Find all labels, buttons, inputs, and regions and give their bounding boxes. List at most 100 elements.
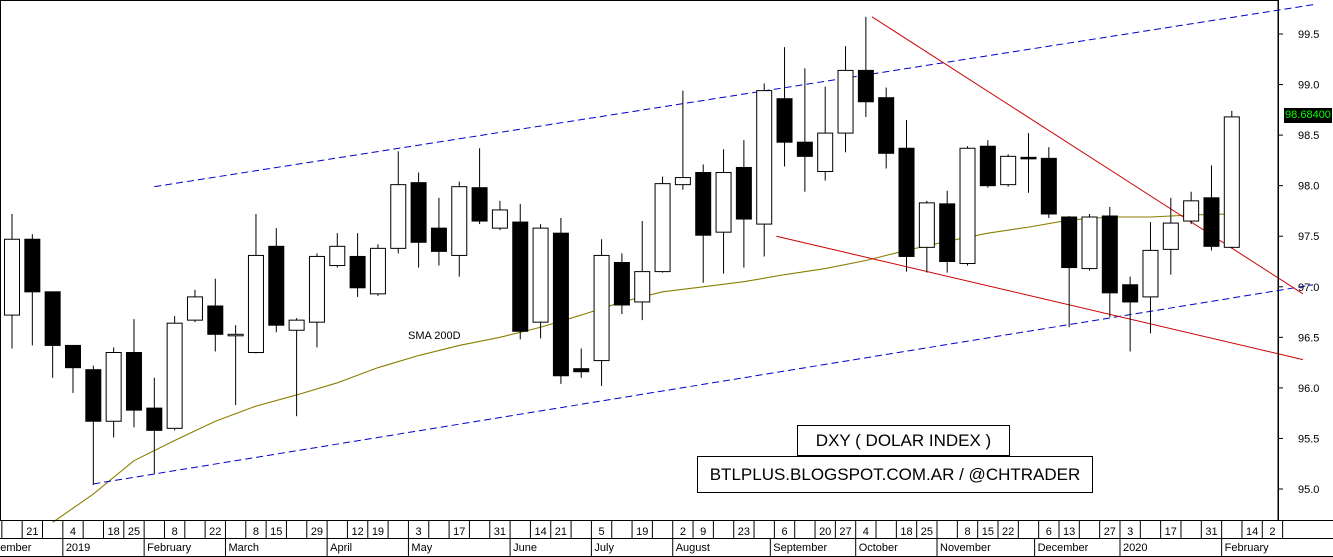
x-day-label: 21: [26, 526, 38, 538]
x-month-label: April: [330, 542, 352, 554]
candle: [288, 318, 305, 417]
x-day-label: 18: [900, 526, 912, 538]
candle: [857, 16, 874, 117]
candle: [146, 377, 163, 474]
candle: [817, 86, 834, 181]
x-day-label: 29: [311, 526, 323, 538]
x-day-label: 3: [1127, 526, 1133, 538]
candle: [1162, 197, 1179, 275]
x-month-label: July: [594, 542, 614, 554]
x-day-label: 21: [555, 526, 567, 538]
candle: [695, 164, 712, 283]
candle-body: [1000, 155, 1017, 186]
candle-body: [288, 319, 305, 331]
candle-body: [329, 245, 346, 267]
candle-body: [817, 132, 834, 173]
x-day-label: 20: [819, 526, 831, 538]
x-day-label: 14: [534, 526, 546, 538]
x-month-label: March: [228, 542, 259, 554]
x-month-label: February: [1225, 542, 1270, 554]
candle: [125, 319, 142, 428]
x-day-label: 22: [209, 526, 221, 538]
candle: [268, 228, 285, 333]
y-tick-label: 95.5: [1298, 433, 1319, 445]
x-month-label: September: [773, 542, 827, 554]
x-month-label: February: [147, 542, 192, 554]
x-day-label: 17: [1165, 526, 1177, 538]
candle-body: [756, 90, 773, 225]
candle: [451, 181, 468, 277]
candle-body: [654, 183, 671, 273]
candle: [654, 176, 671, 273]
candle-body: [898, 147, 915, 257]
candle-body: [512, 221, 529, 332]
candle-body: [1162, 222, 1179, 250]
candle: [1122, 276, 1139, 352]
candle: [491, 200, 508, 231]
candle-body: [24, 238, 41, 293]
candle-body: [1061, 216, 1078, 269]
candle-body: [1142, 249, 1159, 298]
candle-body: [227, 333, 244, 337]
candle-body: [613, 262, 630, 306]
candle: [837, 46, 854, 153]
candle: [1061, 216, 1078, 328]
x-day-label: 15: [982, 526, 994, 538]
x-day-label: 4: [70, 526, 76, 538]
candle-body: [776, 98, 793, 143]
candle-body: [207, 305, 224, 335]
candle-body: [1040, 157, 1057, 215]
candle: [756, 83, 773, 257]
x-day-label: 15: [270, 526, 282, 538]
candle: [512, 203, 529, 340]
candle: [349, 233, 366, 297]
trendline: [93, 284, 1314, 485]
candle-body: [430, 227, 447, 252]
candle: [24, 234, 41, 346]
candle-body: [247, 254, 264, 353]
candle-body: [857, 69, 874, 103]
x-day-label: 6: [1046, 526, 1052, 538]
candle: [634, 221, 651, 321]
x-day-label: 31: [1205, 526, 1217, 538]
sma-200d-label: SMA 200D: [408, 330, 461, 342]
candle: [207, 278, 224, 352]
x-day-label: 22: [1002, 526, 1014, 538]
candle-body: [532, 227, 549, 323]
candle-body: [695, 172, 712, 236]
x-axis: 21 4 18 25 8 22 8 15 29 12 19 3 17 31 14 21 5 19 2 9 23 6 20 27…: [0, 520, 1333, 557]
x-month-label: December: [1038, 542, 1089, 554]
candle: [430, 197, 447, 266]
x-month-label: August: [676, 542, 710, 554]
candle: [471, 148, 488, 225]
candle-body: [451, 186, 468, 256]
candle-body: [634, 271, 651, 303]
y-tick-label: 97.0: [1298, 282, 1319, 294]
candle: [1020, 133, 1037, 193]
x-day-label: 2: [680, 526, 686, 538]
candle-body: [166, 322, 183, 429]
x-day-label: 8: [172, 526, 178, 538]
candle: [1101, 206, 1118, 318]
x-month-label: May: [411, 542, 432, 554]
x-day-label: 4: [863, 526, 869, 538]
x-day-label: 12: [351, 526, 363, 538]
x-day-label: 13: [1063, 526, 1075, 538]
candle: [1183, 191, 1200, 225]
x-day-label: 6: [781, 526, 787, 538]
candle-body: [1081, 216, 1098, 270]
candle: [573, 348, 590, 378]
x-month-label: 2019: [66, 542, 90, 554]
candle: [1223, 110, 1240, 249]
x-day-label: 18: [108, 526, 120, 538]
trendline: [776, 235, 1304, 361]
candles-layer: [4, 16, 1240, 485]
candle-body: [146, 407, 163, 431]
candle-body: [552, 232, 569, 377]
x-day-label: 5: [599, 526, 605, 538]
candle: [593, 239, 610, 386]
candle-body: [85, 369, 102, 422]
candle-body: [979, 145, 996, 187]
candle: [85, 365, 102, 485]
candle-body: [64, 344, 81, 369]
